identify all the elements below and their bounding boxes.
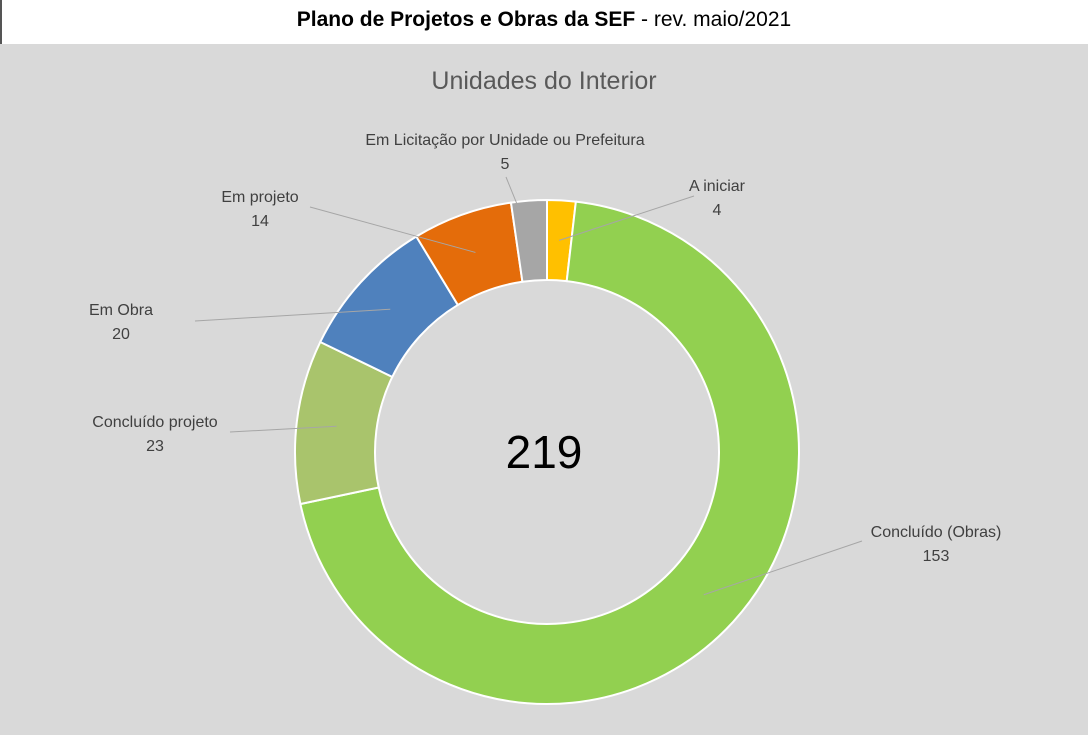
leader-line xyxy=(194,308,391,322)
slice-em-licita-o-por-unidade-ou-prefeitura xyxy=(509,198,548,283)
slice-value-label: 153 xyxy=(923,548,950,565)
slice-conclu-do-obras- xyxy=(299,200,800,705)
page-title: Plano de Projetos e Obras da SEF - rev. … xyxy=(0,8,1088,32)
slice-value-label: 4 xyxy=(713,202,722,219)
page-title-rest: - rev. maio/2021 xyxy=(635,8,792,31)
slice-value-label: 20 xyxy=(112,326,130,343)
slice-category-label: Concluído projeto xyxy=(92,414,218,431)
chart-title: Unidades do Interior xyxy=(431,67,656,95)
slice-category-label: Em Obra xyxy=(89,302,153,319)
slice-category-label: Em Licitação por Unidade ou Prefeitura xyxy=(365,132,644,149)
leader-line xyxy=(229,425,337,433)
leader-line xyxy=(559,195,695,241)
page-title-bold: Plano de Projetos e Obras da SEF xyxy=(296,8,636,31)
slice-value-label: 23 xyxy=(146,438,164,455)
leader-line xyxy=(703,540,863,596)
slices xyxy=(294,198,800,705)
leader-line xyxy=(505,176,533,241)
header-bar: Plano de Projetos e Obras da SEF - rev. … xyxy=(0,0,1088,44)
data-labels: A iniciar 4 Concluído (Obras) 153 Concluído … xyxy=(89,132,1001,565)
left-border xyxy=(0,0,2,44)
center-total-label: 219 xyxy=(506,426,583,478)
leader-lines xyxy=(194,176,863,596)
slice-category-label: Em projeto xyxy=(221,189,298,206)
slice-value-label: 14 xyxy=(251,213,269,230)
slice-value-label: 5 xyxy=(501,156,510,173)
leader-line xyxy=(309,206,476,253)
slice-category-label: Concluído (Obras) xyxy=(871,524,1002,541)
slice-category-label: A iniciar xyxy=(689,178,746,195)
